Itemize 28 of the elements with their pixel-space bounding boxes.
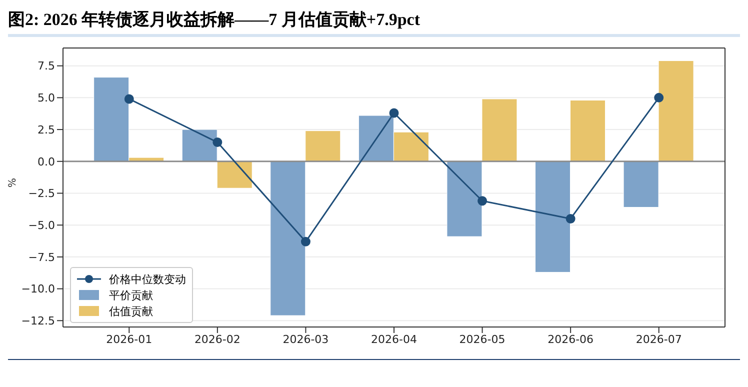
y-tick-label: −10.0 <box>21 282 55 296</box>
point <box>212 138 222 148</box>
y-tick-label: 5.0 <box>38 92 55 105</box>
y-tick-label: 0.0 <box>38 155 55 168</box>
y-axis-title: % <box>8 178 19 188</box>
y-tick-label: −7.5 <box>28 250 55 264</box>
chart-title: 图2: 2026 年转债逐月收益拆解——7 月估值贡献+7.9pct <box>8 8 740 37</box>
x-tick-label: 2026-04 <box>371 332 417 346</box>
point <box>478 196 488 206</box>
x-tick-label: 2026-06 <box>548 332 594 346</box>
y-tick-label: −5.0 <box>28 218 55 232</box>
point <box>654 92 664 102</box>
legend-label: 价格中位数变动 <box>109 272 186 286</box>
x-tick-label: 2026-07 <box>636 332 682 346</box>
y-tick-label: −12.5 <box>21 314 55 328</box>
x-tick-label: 2026-05 <box>459 332 506 346</box>
x-tick-label: 2026-01 <box>106 332 152 346</box>
y-tick-label: 2.5 <box>38 123 55 136</box>
point <box>566 214 576 224</box>
point <box>389 108 399 118</box>
y-tick-label: 7.5 <box>38 60 55 73</box>
x-tick-label: 2026-03 <box>282 332 329 346</box>
legend-label: 平价贡献 <box>109 288 153 302</box>
point <box>124 94 134 104</box>
x-tick-label: 2026-02 <box>194 332 240 346</box>
y-tick-label: −2.5 <box>28 187 55 200</box>
legend-label: 估值贡献 <box>109 304 153 318</box>
point <box>300 236 310 246</box>
